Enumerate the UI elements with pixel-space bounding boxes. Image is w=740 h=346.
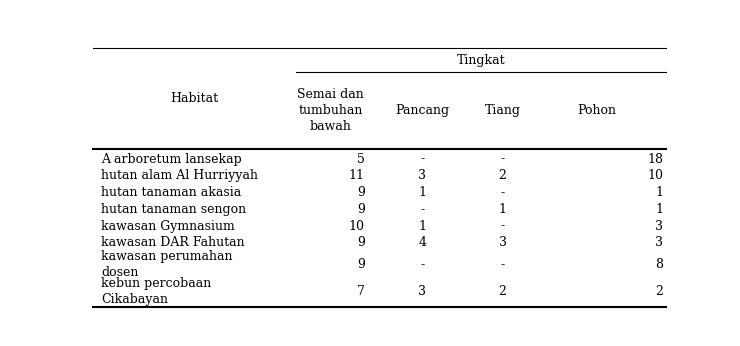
Text: 3: 3: [655, 236, 663, 249]
Text: 7: 7: [357, 285, 365, 298]
Text: 2: 2: [499, 169, 506, 182]
Text: -: -: [420, 203, 424, 216]
Text: hutan alam Al Hurriyyah: hutan alam Al Hurriyyah: [101, 169, 258, 182]
Text: 11: 11: [349, 169, 365, 182]
Text: 4: 4: [418, 236, 426, 249]
Text: 1: 1: [418, 186, 426, 199]
Text: 1: 1: [418, 220, 426, 233]
Text: 5: 5: [357, 153, 365, 166]
Text: 3: 3: [499, 236, 507, 249]
Text: 3: 3: [655, 220, 663, 233]
Text: 2: 2: [655, 285, 663, 298]
Text: kawasan perumahan
dosen: kawasan perumahan dosen: [101, 250, 232, 279]
Text: hutan tanaman akasia: hutan tanaman akasia: [101, 186, 241, 199]
Text: kebun percobaan
Cikabayan: kebun percobaan Cikabayan: [101, 277, 212, 306]
Text: -: -: [500, 153, 505, 166]
Text: Semai dan
tumbuhan
bawah: Semai dan tumbuhan bawah: [297, 88, 364, 133]
Text: -: -: [420, 258, 424, 271]
Text: Pancang: Pancang: [395, 104, 449, 117]
Text: 3: 3: [418, 285, 426, 298]
Text: A arboretum lansekap: A arboretum lansekap: [101, 153, 242, 166]
Text: 18: 18: [648, 153, 663, 166]
Text: kawasan Gymnasium: kawasan Gymnasium: [101, 220, 235, 233]
Text: hutan tanaman sengon: hutan tanaman sengon: [101, 203, 246, 216]
Text: 1: 1: [499, 203, 507, 216]
Text: -: -: [500, 258, 505, 271]
Text: Tingkat: Tingkat: [457, 54, 505, 67]
Text: 9: 9: [357, 258, 365, 271]
Text: 9: 9: [357, 203, 365, 216]
Text: Habitat: Habitat: [170, 92, 218, 105]
Text: 9: 9: [357, 236, 365, 249]
Text: 10: 10: [349, 220, 365, 233]
Text: 10: 10: [648, 169, 663, 182]
Text: kawasan DAR Fahutan: kawasan DAR Fahutan: [101, 236, 245, 249]
Text: 1: 1: [655, 203, 663, 216]
Text: 2: 2: [499, 285, 506, 298]
Text: 1: 1: [655, 186, 663, 199]
Text: 8: 8: [655, 258, 663, 271]
Text: -: -: [500, 220, 505, 233]
Text: -: -: [420, 153, 424, 166]
Text: 3: 3: [418, 169, 426, 182]
Text: Tiang: Tiang: [485, 104, 520, 117]
Text: 9: 9: [357, 186, 365, 199]
Text: Pohon: Pohon: [578, 104, 616, 117]
Text: -: -: [500, 186, 505, 199]
